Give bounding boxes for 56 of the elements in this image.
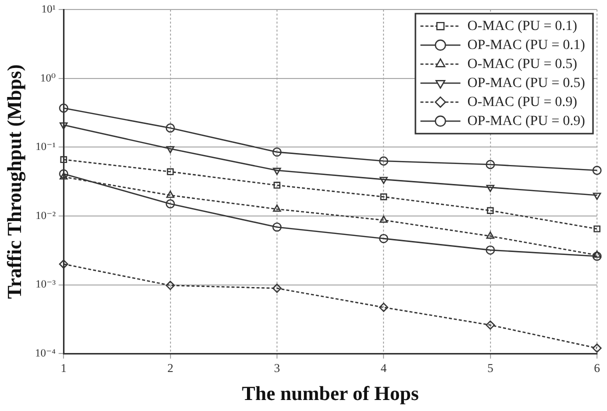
y-tick-label: 10⁰: [40, 72, 56, 84]
point: [592, 344, 602, 353]
y-tick-label: 10⁻¹: [36, 141, 56, 154]
legend-label: O-MAC (PU = 0.9): [467, 94, 578, 110]
point: [272, 147, 282, 157]
point: [166, 123, 175, 133]
point: [486, 184, 494, 192]
point: [166, 280, 175, 290]
x-tick-label: 3: [274, 360, 280, 375]
point: [272, 284, 282, 293]
point: [486, 320, 495, 330]
x-tick-label: 2: [167, 360, 174, 375]
point: [274, 182, 280, 189]
point: [166, 199, 175, 208]
point: [379, 156, 388, 166]
point: [594, 225, 600, 232]
point: [60, 122, 68, 130]
y-tick-label: 10¹: [41, 3, 56, 16]
legend-label: OP-MAC (PU = 0.1): [467, 38, 586, 53]
point: [486, 232, 494, 239]
y-tick-label: 10⁻³: [36, 278, 56, 291]
point: [272, 222, 282, 232]
point: [592, 250, 602, 258]
point: [272, 168, 282, 176]
point: [379, 234, 388, 244]
point: [59, 104, 68, 113]
legend-label: O-MAC (PU = 0.5): [467, 56, 578, 72]
point: [60, 156, 68, 164]
y-axis-title: Traffic Throughput (Mbps): [4, 64, 26, 299]
x-tick-label: 5: [487, 360, 494, 375]
point: [166, 146, 174, 154]
point: [592, 166, 602, 176]
legend-label: O-MAC (PU = 0.1): [467, 18, 578, 34]
point: [380, 216, 388, 223]
point: [60, 172, 68, 180]
legend-label: OP-MAC (PU = 0.9): [467, 114, 586, 129]
x-tick-label: 6: [594, 360, 600, 375]
point: [592, 192, 602, 200]
point: [486, 160, 495, 170]
point: [166, 190, 174, 198]
point: [380, 176, 388, 184]
x-tick-label: 1: [60, 360, 67, 375]
y-tick-label: 10⁻²: [36, 210, 56, 222]
point: [379, 302, 388, 312]
point: [272, 204, 282, 212]
y-tick-label: 10⁻⁴: [34, 347, 56, 360]
point: [166, 168, 174, 176]
point: [486, 245, 495, 255]
point: [59, 259, 68, 269]
point: [59, 169, 68, 178]
point: [380, 193, 388, 200]
x-axis-title: The number of Hops: [242, 383, 419, 406]
point: [486, 207, 494, 214]
legend-label: OP-MAC (PU = 0.5): [467, 76, 586, 91]
x-tick-label: 4: [380, 360, 387, 375]
point: [592, 252, 602, 261]
